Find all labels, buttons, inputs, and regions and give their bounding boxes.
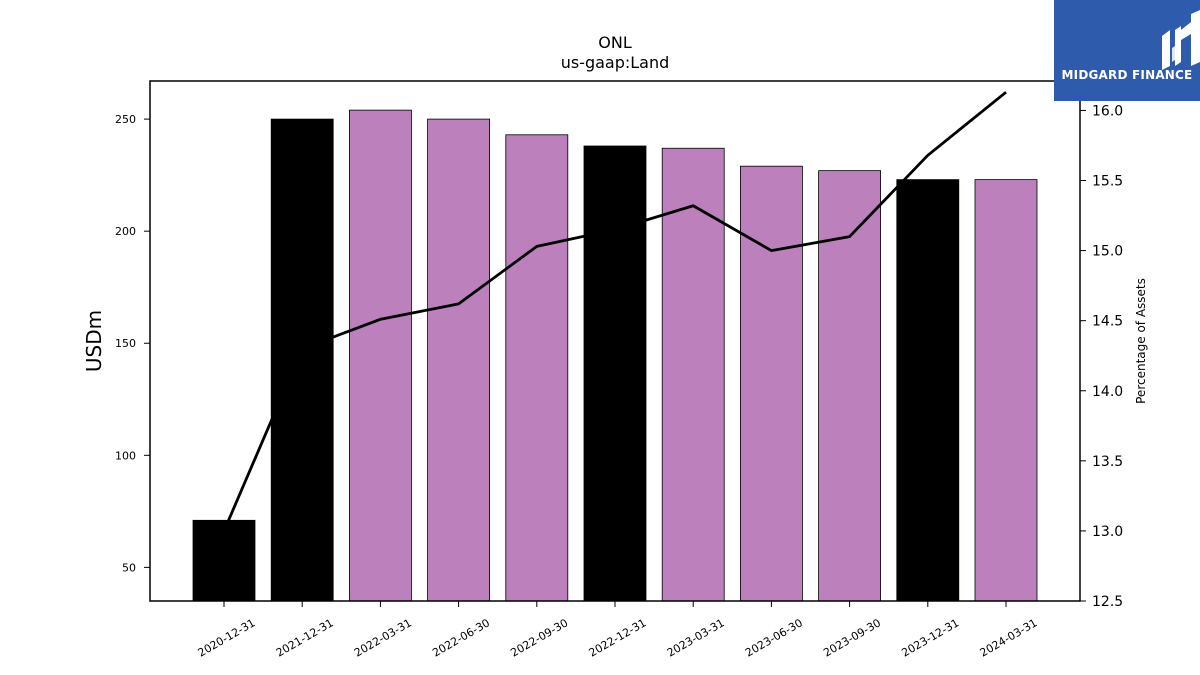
y-tick-label: 150 <box>115 337 136 350</box>
y-axis-label: USDm <box>82 310 106 372</box>
y2-tick-label: 13.0 <box>1092 524 1123 540</box>
bar-2022-03-31 <box>348 109 412 602</box>
bar-2023-03-31 <box>661 147 725 602</box>
x-tick-label: 2022-09-30 <box>508 616 570 659</box>
bar-2022-06-30 <box>427 118 491 602</box>
x-tick-label: 2023-06-30 <box>743 616 805 659</box>
plot-frame <box>149 80 1081 602</box>
bar-2020-12-31 <box>192 519 256 602</box>
x-tick-label: 2022-12-31 <box>587 616 649 659</box>
y2-axis-label: Percentage of Assets <box>1134 278 1148 404</box>
chart-subtitle: us-gaap:Land <box>561 53 670 72</box>
x-tick-label: 2023-12-31 <box>899 616 961 659</box>
y2-tick-label: 15.0 <box>1092 244 1123 260</box>
chart-title: ONL <box>598 33 632 52</box>
percentage-line <box>222 91 1007 532</box>
bar-2022-12-31 <box>583 145 647 602</box>
y2-tick-label: 15.5 <box>1092 174 1123 190</box>
bar-2023-12-31 <box>896 179 960 602</box>
x-tick-label: 2022-03-31 <box>352 616 414 659</box>
y2-tick-label: 14.0 <box>1092 384 1123 400</box>
y-tick-label: 200 <box>115 225 136 238</box>
logo: MIDGARD FINANCE <box>1054 0 1200 101</box>
logo-mark-icon <box>1162 10 1200 70</box>
y2-tick-label: 16.0 <box>1092 103 1123 119</box>
y-tick-label: 250 <box>115 113 136 126</box>
logo-text: MIDGARD FINANCE <box>1061 68 1193 82</box>
y-tick-label: 50 <box>122 561 136 574</box>
x-tick-label: 2023-03-31 <box>665 616 727 659</box>
bar-2024-03-31 <box>974 179 1038 602</box>
y2-tick-label: 12.5 <box>1092 594 1123 610</box>
x-tick-label: 2021-12-31 <box>274 616 336 659</box>
bar-2021-12-31 <box>270 118 334 602</box>
y-tick-label: 100 <box>115 449 136 462</box>
y2-tick-label: 14.5 <box>1092 314 1123 330</box>
x-tick-label: 2022-06-30 <box>430 616 492 659</box>
x-tick-label: 2020-12-31 <box>196 616 258 659</box>
x-tick-label: 2023-09-30 <box>821 616 883 659</box>
x-tick-label: 2024-03-31 <box>978 616 1040 659</box>
bar-2023-09-30 <box>818 170 881 602</box>
bar-2023-06-30 <box>740 165 803 602</box>
bar-2022-09-30 <box>505 134 569 602</box>
y2-tick-label: 13.5 <box>1092 454 1123 470</box>
